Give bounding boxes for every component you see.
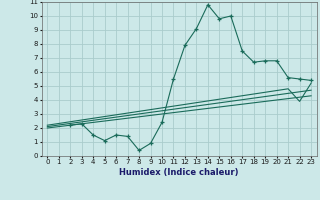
X-axis label: Humidex (Indice chaleur): Humidex (Indice chaleur) [119, 168, 239, 177]
